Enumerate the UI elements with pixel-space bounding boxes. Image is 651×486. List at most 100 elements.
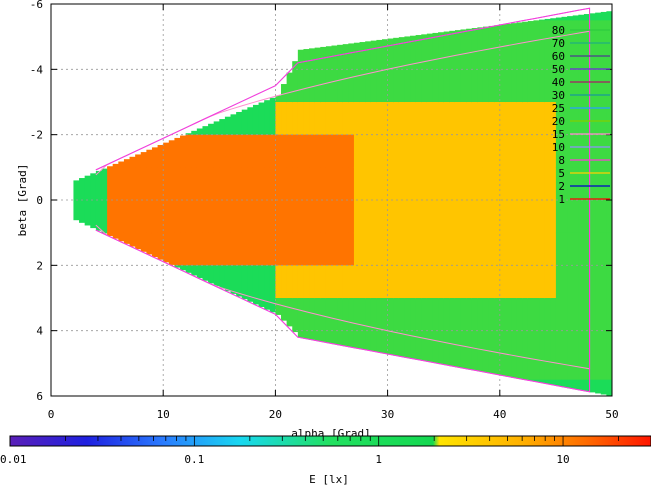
heat-cell bbox=[264, 102, 271, 136]
heat-cell bbox=[208, 265, 215, 284]
heat-cell bbox=[606, 134, 612, 168]
heat-cell bbox=[393, 232, 400, 266]
heat-cell bbox=[370, 167, 377, 234]
heat-cell bbox=[567, 167, 574, 234]
heat-cell bbox=[460, 298, 467, 369]
heat-cell bbox=[443, 265, 450, 299]
heat-cell bbox=[398, 37, 406, 103]
heat-cell bbox=[550, 20, 557, 103]
heat-cell bbox=[146, 167, 153, 234]
heat-cell bbox=[595, 20, 602, 103]
heat-cell bbox=[275, 298, 282, 315]
heat-cell bbox=[432, 232, 439, 266]
heat-cell bbox=[185, 133, 192, 136]
heat-cell bbox=[348, 232, 355, 266]
heat-cell bbox=[297, 167, 305, 234]
heat-cell bbox=[578, 265, 585, 299]
heat-cell bbox=[572, 379, 579, 390]
heat-cell bbox=[544, 298, 551, 381]
heat-cell bbox=[168, 140, 176, 168]
heat-cell bbox=[561, 298, 568, 381]
heat-cell bbox=[471, 232, 478, 266]
heat-cell bbox=[146, 232, 153, 255]
heat-cell bbox=[505, 102, 512, 136]
legend-label: 50 bbox=[552, 63, 565, 76]
heat-cell bbox=[595, 134, 602, 168]
heat-cell bbox=[527, 102, 535, 136]
heat-cell bbox=[466, 28, 473, 103]
heat-cell bbox=[247, 107, 254, 136]
heat-cell bbox=[589, 379, 596, 393]
heat-cell bbox=[499, 102, 507, 136]
heat-cell bbox=[224, 116, 232, 136]
heat-cell bbox=[387, 167, 394, 234]
heat-cell bbox=[84, 175, 91, 226]
heat-cell bbox=[275, 95, 282, 103]
heat-cell bbox=[208, 123, 215, 136]
heat-cell bbox=[583, 102, 591, 136]
heat-cell bbox=[505, 298, 512, 377]
heat-cell bbox=[303, 265, 310, 299]
heat-cell bbox=[208, 134, 215, 168]
heat-cell bbox=[236, 111, 243, 136]
heat-cell bbox=[337, 134, 344, 168]
heat-cell bbox=[365, 167, 372, 234]
heat-cell bbox=[157, 167, 164, 234]
heat-cell bbox=[555, 379, 563, 387]
contour-lines bbox=[95, 7, 591, 393]
heat-cell bbox=[247, 298, 254, 302]
heat-cell bbox=[168, 232, 176, 265]
heat-cell bbox=[213, 232, 220, 266]
heat-cell bbox=[482, 298, 490, 373]
heat-cell bbox=[511, 232, 518, 266]
heat-cell bbox=[376, 265, 383, 299]
y-tick-label: -2 bbox=[30, 129, 43, 142]
heat-cell bbox=[320, 232, 327, 266]
heat-cell bbox=[499, 134, 507, 168]
heat-cell bbox=[146, 149, 153, 168]
heat-cell bbox=[505, 23, 512, 103]
heat-cell bbox=[112, 163, 119, 168]
heat-cell bbox=[583, 379, 591, 392]
heat-cell bbox=[264, 100, 271, 103]
heat-cell bbox=[398, 298, 406, 357]
heat-cell bbox=[426, 298, 434, 362]
heat-cell bbox=[511, 298, 518, 378]
heat-cell bbox=[264, 232, 271, 266]
heat-cell bbox=[297, 298, 305, 338]
heat-cell bbox=[123, 232, 131, 244]
heat-cell bbox=[381, 134, 389, 168]
heat-cell bbox=[331, 102, 338, 136]
heat-cell bbox=[426, 265, 434, 299]
heat-cell bbox=[533, 102, 540, 136]
colorbar-tick-label: 0.01 bbox=[0, 453, 27, 466]
heat-cell bbox=[387, 232, 394, 266]
heat-cell bbox=[415, 35, 422, 103]
heat-cell bbox=[516, 232, 523, 266]
heat-cell bbox=[488, 134, 495, 168]
heat-cell bbox=[494, 134, 501, 168]
heat-cell bbox=[292, 232, 299, 266]
heat-cell bbox=[454, 265, 462, 299]
heat-cell bbox=[331, 265, 338, 299]
heat-cell bbox=[606, 379, 612, 396]
heat-cell bbox=[224, 167, 232, 234]
heat-cell bbox=[404, 265, 411, 299]
heat-cell bbox=[410, 298, 417, 359]
heat-cell bbox=[567, 20, 574, 103]
legend-label: 8 bbox=[558, 154, 565, 167]
heat-cell bbox=[353, 42, 361, 103]
heat-cell bbox=[370, 265, 377, 299]
heat-cell bbox=[180, 167, 187, 234]
heat-cell bbox=[281, 167, 288, 234]
heat-cell bbox=[527, 232, 535, 266]
heat-cell bbox=[572, 20, 579, 103]
heat-cell bbox=[180, 265, 187, 271]
heat-cell bbox=[325, 134, 333, 168]
y-tick-label: 4 bbox=[36, 325, 43, 338]
heat-cell bbox=[219, 232, 226, 266]
heat-cell bbox=[135, 167, 142, 234]
heat-cell bbox=[583, 265, 591, 299]
heat-cell bbox=[342, 134, 349, 168]
heat-cell bbox=[550, 379, 557, 386]
